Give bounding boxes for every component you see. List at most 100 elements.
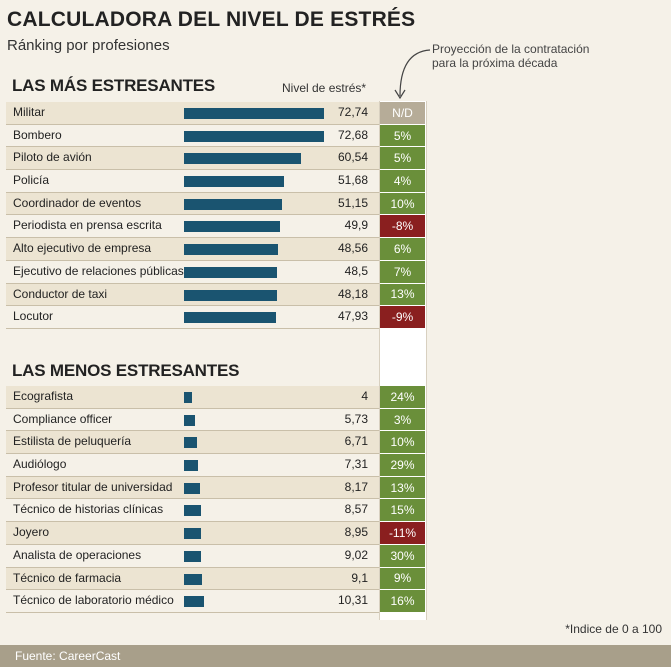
source-text: Fuente: CareerCast [15,649,121,663]
stress-bar [184,528,202,540]
table-row: Profesor titular de universidad 8,17 [6,476,379,500]
profession-label: Técnico de laboratorio médico [13,593,174,608]
projection-badge: 4% [380,170,425,193]
projection-badge: 15% [380,499,425,523]
stress-bar [184,392,192,403]
table-row: Coordinador de eventos 51,15 [6,192,379,216]
projection-note: Proyección de la contratación para la pr… [432,42,589,70]
stress-bar [184,153,301,165]
stress-bar [184,460,199,472]
stress-bar [184,198,283,210]
section-title-least: LAS MENOS ESTRESANTES [12,361,240,380]
profession-label: Periodista en prensa escrita [13,218,162,233]
stress-value: 4 [361,389,368,403]
projection-badge: 5% [380,147,425,171]
stress-bar [184,505,201,517]
projection-note-line2: para la próxima década [432,56,558,70]
projection-badge: 10% [380,431,425,455]
table-row: Bombero 72,68 [6,125,379,148]
table-row: Conductor de taxi 48,18 [6,283,379,307]
stress-value: 49,9 [344,218,368,233]
profession-label: Ejecutivo de relaciones públicas [13,263,184,278]
profession-label: Técnico de farmacia [13,570,122,585]
stress-bar [184,266,278,278]
most-stressful-projections: N/D 5% 5% 4% 10% -8% 6% 7% 13% -9% [380,102,425,329]
stress-value: 51,15 [337,195,368,210]
curved-arrow-icon [394,49,431,100]
stress-bar [184,221,280,233]
stress-value: 10,31 [337,593,368,608]
profession-label: Locutor [13,309,54,324]
stress-value: 48,18 [337,286,368,301]
profession-label: Coordinador de eventos [13,195,142,210]
projection-badge: 6% [380,238,425,261]
stress-value: 72,74 [337,105,368,119]
profession-label: Alto ejecutivo de empresa [13,241,152,256]
table-row: Ecografista 4 [6,386,379,409]
table-row: Militar 72,74 [6,102,379,125]
stress-value: 72,68 [337,127,368,142]
profession-label: Audiólogo [13,457,67,472]
stress-value: 9,1 [351,570,368,585]
stress-bar [184,596,204,608]
table-row: Estilista de peluquería 6,71 [6,431,379,455]
projection-badge: 7% [380,260,425,284]
profession-label: Ecografista [13,389,74,403]
table-row: Piloto de avión 60,54 [6,147,379,171]
projection-badge: 13% [380,283,425,307]
projection-badge: -9% [380,306,425,329]
stress-bar [184,108,324,119]
index-footnote: *Indice de 0 a 100 [565,622,662,636]
projection-badge: -8% [380,215,425,239]
stress-value: 47,93 [337,309,368,324]
profession-label: Piloto de avión [13,150,92,165]
profession-label: Militar [13,105,45,119]
profession-label: Compliance officer [13,411,113,426]
table-row: Técnico de farmacia 9,1 [6,567,379,591]
profession-label: Joyero [13,525,50,540]
table-row: Periodista en prensa escrita 49,9 [6,215,379,239]
stress-value: 8,95 [344,525,368,540]
profession-label: Técnico de historias clínicas [13,502,164,517]
table-row: Alto ejecutivo de empresa 48,56 [6,238,379,261]
stress-bar [184,550,202,562]
projection-badge: 9% [380,567,425,591]
stress-value: 51,68 [337,173,368,188]
stress-value: 5,73 [344,411,368,426]
projection-badge: 29% [380,454,425,477]
stress-bar [184,312,277,324]
table-row: Joyero 8,95 [6,522,379,545]
stress-bar [184,289,277,301]
table-row: Técnico de laboratorio médico 10,31 [6,590,379,613]
projection-badge: 3% [380,408,425,432]
projection-badge: 10% [380,192,425,216]
stress-bar [184,244,278,256]
projection-badge: 16% [380,590,425,613]
projection-badge: 24% [380,386,425,409]
stress-value: 48,56 [337,241,368,256]
projection-badge: N/D [380,102,425,125]
table-row: Ejecutivo de relaciones públicas 48,5 [6,261,379,284]
profession-label: Profesor titular de universidad [13,479,173,494]
most-stressful-rows: Militar 72,74 Bombero 72,68 Piloto de avión 6… [6,102,379,329]
stress-value: 48,5 [344,263,368,278]
value-column-header: Nivel de estrés* [282,81,367,95]
stress-bar [184,437,197,449]
stress-bar [184,130,324,142]
stress-value: 9,02 [344,547,368,562]
source-footer: Fuente: CareerCast [0,645,671,667]
stress-value: 7,31 [344,457,368,472]
least-stressful-projections: 24% 3% 10% 29% 13% 15% -11% 30% 9% 16% [380,386,425,613]
table-row: Compliance officer 5,73 [6,409,379,432]
least-stressful-rows: Ecografista 4 Compliance officer 5,73 Estili… [6,386,379,613]
projection-note-line1: Proyección de la contratación [432,42,590,56]
stress-value: 6,71 [344,434,368,449]
profession-label: Estilista de peluquería [13,434,132,449]
stress-bar [184,414,195,426]
chart-subtitle: Ránking por profesiones [7,37,170,54]
stress-value: 60,54 [337,150,368,165]
table-row: Técnico de historias clínicas 8,57 [6,499,379,523]
profession-label: Bombero [13,127,62,142]
table-row: Audiólogo 7,31 [6,454,379,477]
section-title-most: LAS MÁS ESTRESANTES [12,76,216,95]
